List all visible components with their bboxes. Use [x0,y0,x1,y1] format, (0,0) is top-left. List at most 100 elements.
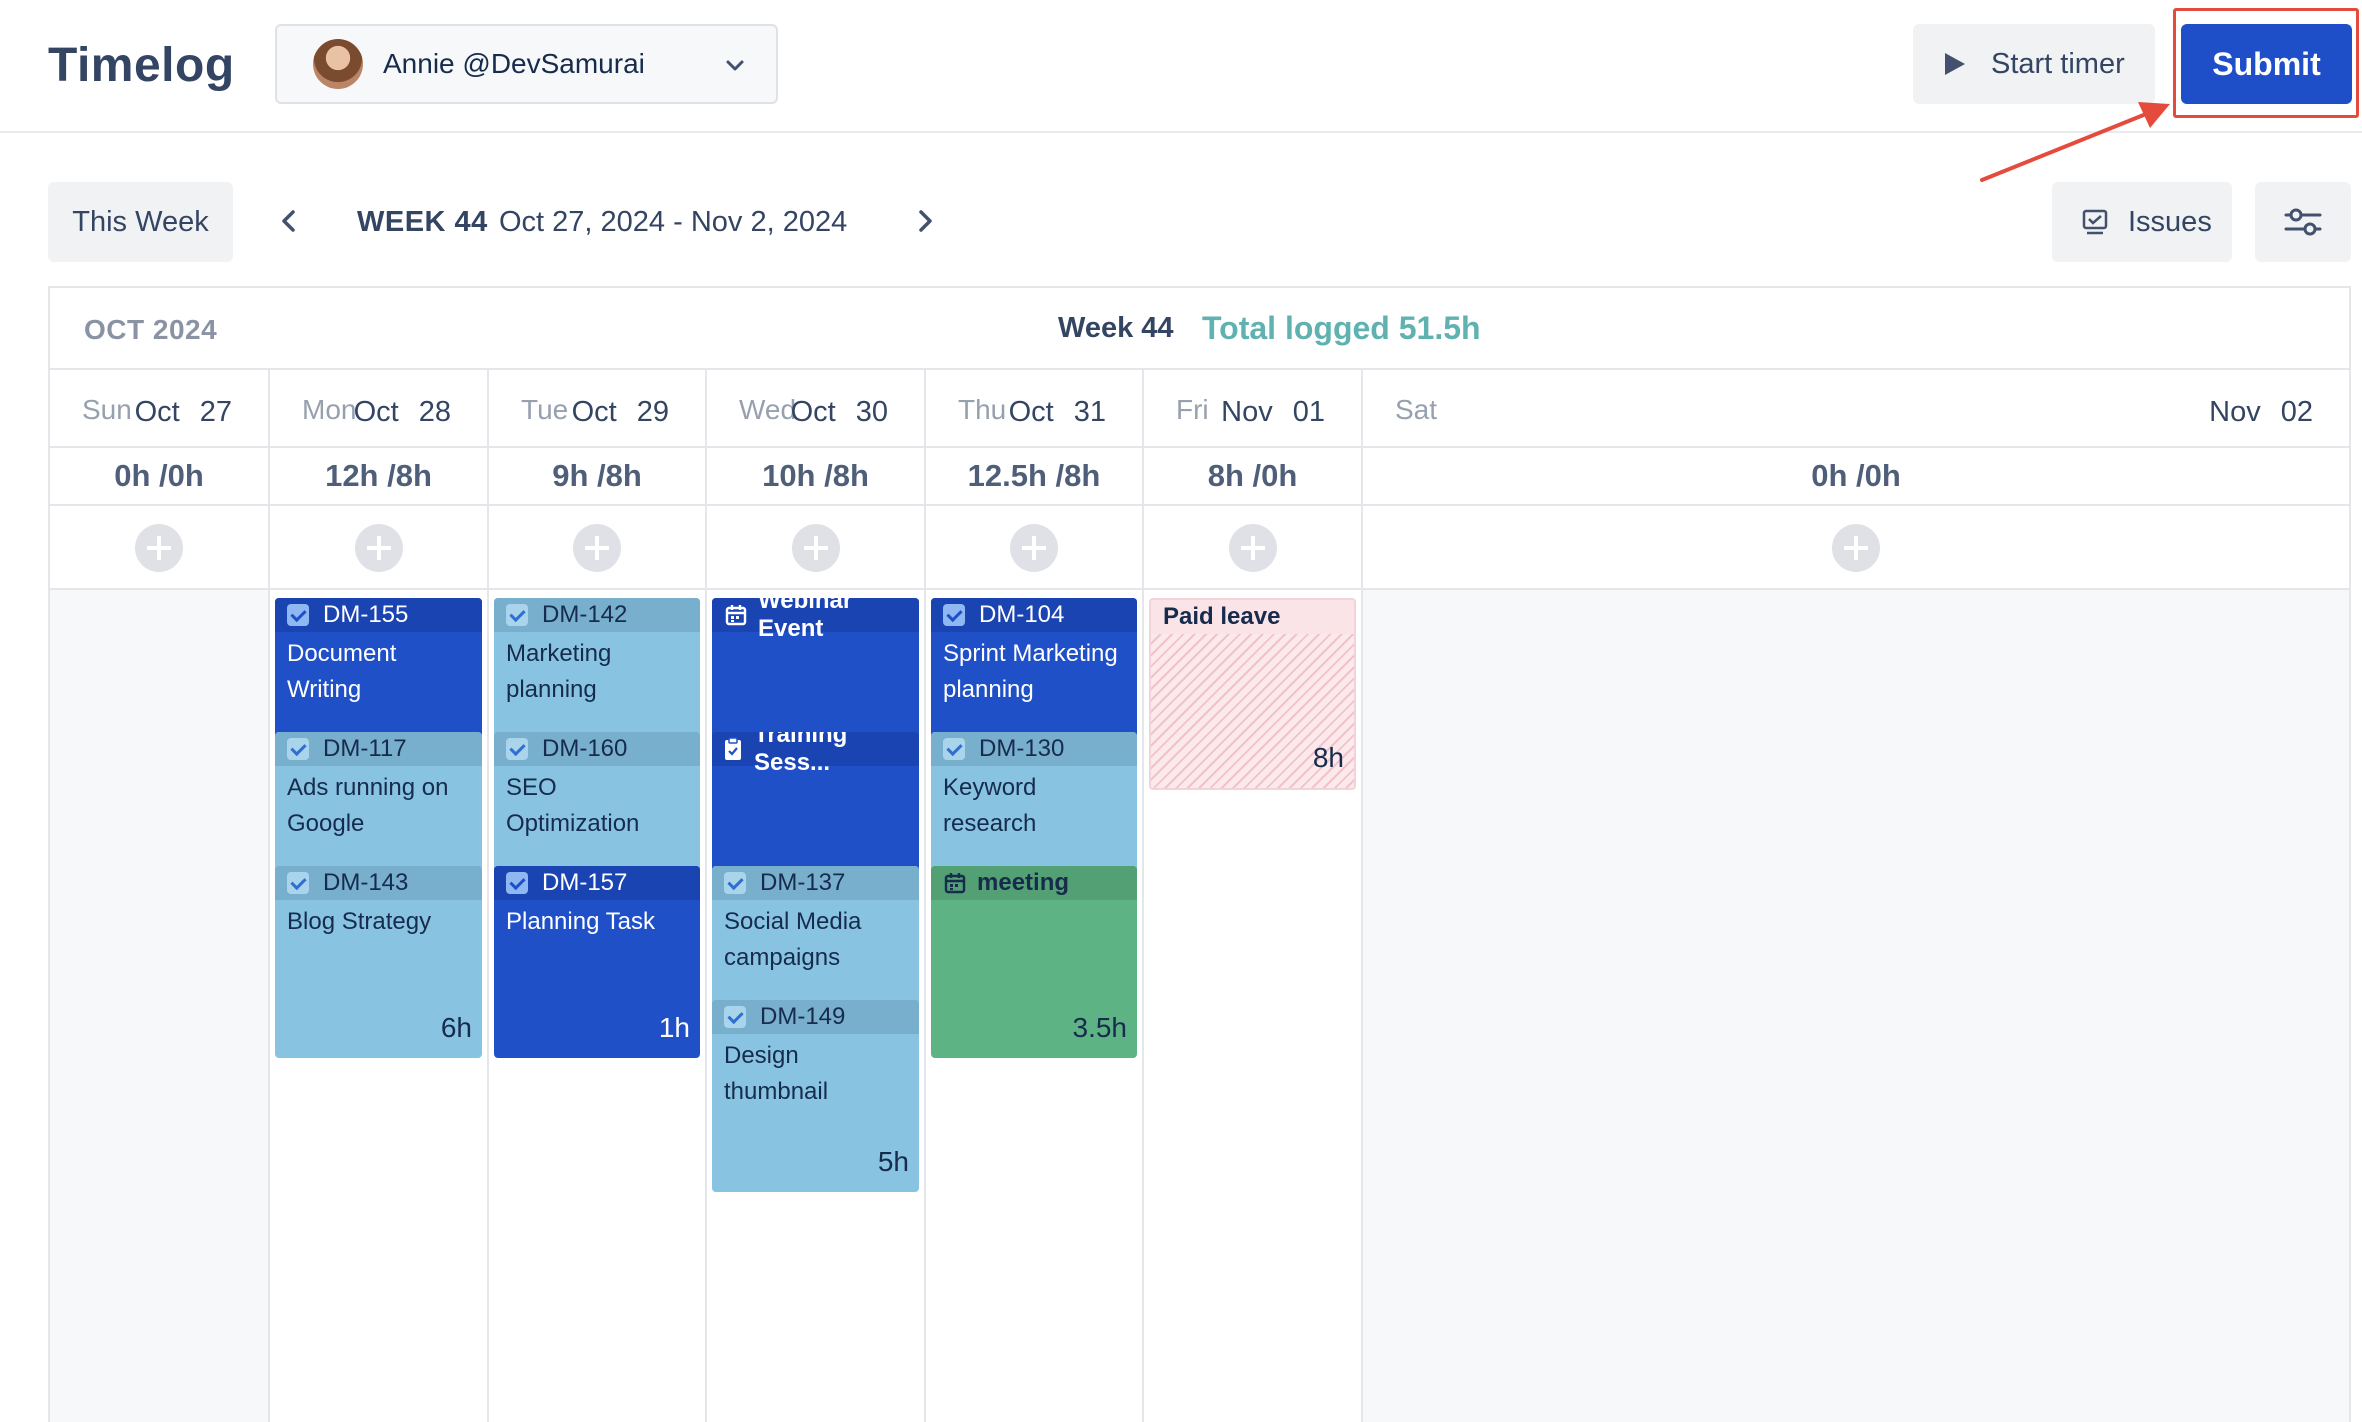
card-header: DM-149 [712,1000,919,1034]
card-header: Training Sess... [712,732,919,776]
day-date: Oct 30 [791,396,888,429]
add-entry-icon[interactable] [573,524,621,572]
day-number: 27 [199,396,232,428]
worklog-card[interactable]: DM-143 Blog Strategy 6h [275,866,482,1058]
add-entry-icon[interactable] [1010,524,1058,572]
week-calendar: OCT 2024 Week 44 Total logged 51.5h Sun O… [48,286,2351,1422]
card-hours: 8h [1312,742,1344,773]
card-title: Keyword research [943,774,1037,837]
day-date: Oct 27 [135,396,232,429]
day-month: Oct [134,396,180,428]
day-hours-summary: 10h /8h [707,448,924,506]
calendar-event-card[interactable]: meeting 3.5h [931,866,1137,1058]
app-title: Timelog [48,39,235,92]
card-title: Ads running on Google [287,774,449,837]
leave-card[interactable]: Paid leave 8h [1149,598,1356,790]
add-entry-row [1144,506,1361,590]
avatar [313,39,363,89]
day-header: Sun Oct 27 [50,370,268,448]
add-entry-icon[interactable] [791,524,840,572]
card-title: Social Media campaigns [724,908,862,971]
day-month: Oct [353,396,399,428]
card-title: SEO Optimization [506,774,640,837]
issues-label: Issues [2128,205,2212,238]
card-hours: 6h [440,1012,472,1043]
chevron-left-icon[interactable] [274,206,304,236]
day-month: Oct [790,396,836,428]
calendar-icon [944,873,966,894]
submit-button[interactable]: Submit [2181,24,2352,104]
card-key: DM-137 [760,869,846,896]
chevron-right-icon[interactable] [910,206,940,236]
checkbox-icon [943,604,965,626]
calendar-event-card[interactable]: Training Sess...1h [712,732,919,924]
day-header: Tue Oct 29 [489,370,705,448]
user-name: Annie @DevSamurai [383,48,645,79]
settings-button[interactable] [2255,182,2351,262]
add-entry-row [270,506,487,590]
checkbox-icon [287,604,309,626]
day-name: Wed [739,394,797,425]
card-key: Webinar Event [758,598,853,642]
day-header: Mon Oct 28 [270,370,487,448]
card-key: DM-117 [323,735,407,762]
card-key: DM-149 [760,1003,846,1030]
card-title: Blog Strategy [287,908,432,935]
card-key: meeting [977,869,1070,896]
day-month: Oct [571,396,617,428]
card-header: DM-117 [275,732,482,766]
card-key: DM-155 [323,601,409,628]
checkbox-icon [724,1006,746,1028]
day-hours-summary: 12h /8h [270,448,487,506]
card-key: DM-143 [323,869,409,896]
card-title: Design thumbnail [724,1042,829,1105]
worklog-card[interactable]: DM-149 Design thumbnail 5h [712,1000,919,1192]
day-number: 30 [855,396,888,428]
worklog-card[interactable]: DM-157 Planning Task 1h [494,866,700,1058]
day-month: Oct [1008,396,1054,428]
day-hours-summary: 0h /0h [50,448,268,506]
day-month: Nov [2209,396,2261,428]
card-header: Paid leave [1151,600,1354,634]
card-header: Webinar Event [712,598,919,642]
day-name: Tue [521,394,569,425]
add-entry-icon[interactable] [1228,524,1277,572]
issues-button[interactable]: Issues [2052,182,2232,262]
card-hours: 5h [877,1146,909,1177]
card-title: Planning Task [506,908,655,935]
user-select[interactable]: Annie @DevSamurai [275,24,778,104]
day-number: 29 [636,396,669,428]
add-entry-row [707,506,924,590]
week-total-label: Week 44 [1058,312,1174,344]
day-date: Oct 31 [1009,396,1106,429]
add-entry-row [50,506,268,590]
submit-highlight-box [2173,8,2359,118]
checkbox-icon [287,872,309,894]
this-week-button[interactable]: This Week [48,182,233,262]
card-title: Sprint Marketing planning [943,640,1118,703]
day-name: Sat [1395,394,1438,425]
day-hours-summary: 12.5h /8h [926,448,1142,506]
card-header: DM-143 [275,866,482,900]
add-entry-icon[interactable] [354,524,403,572]
total-logged: Total logged 51.5h [1202,310,1481,346]
start-timer-button[interactable]: Start timer [1913,24,2155,104]
month-label: OCT 2024 [84,314,218,345]
checkbox-icon [943,738,965,760]
card-header: DM-130 [931,732,1137,766]
day-entries: Webinar Event1hTraining Sess...1hDM-137S… [707,590,924,1422]
day-date: Oct 29 [572,396,669,429]
card-key: DM-104 [979,601,1065,628]
day-header: Sat Nov 02 [1363,370,2349,448]
day-name: Mon [302,394,357,425]
add-entry-icon[interactable] [1832,524,1880,572]
card-header: DM-157 [494,866,700,900]
checkbox-icon [287,738,309,760]
add-entry-icon[interactable] [135,524,183,572]
card-header: meeting [931,866,1137,900]
start-timer-label: Start timer [1991,47,2125,80]
card-header: DM-155 [275,598,482,632]
